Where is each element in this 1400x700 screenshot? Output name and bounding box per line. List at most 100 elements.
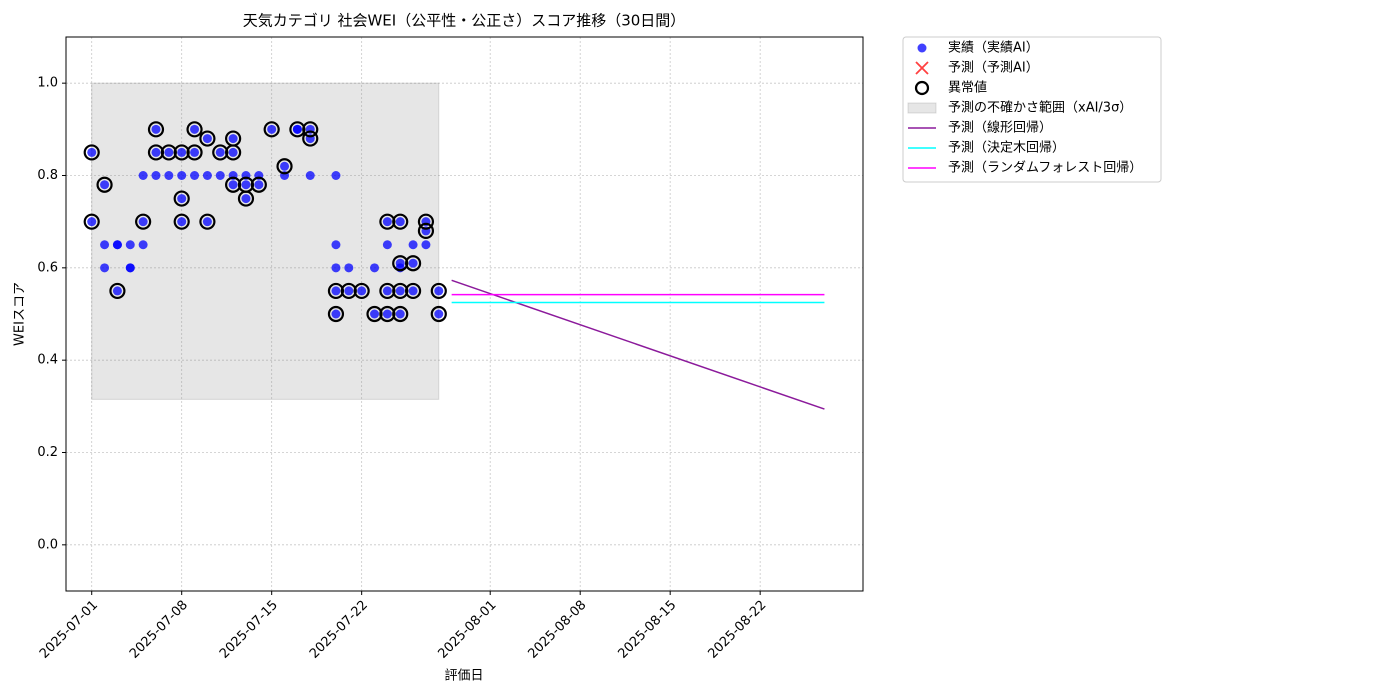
data-point <box>331 171 341 180</box>
y-tick-label: 0.4 <box>37 353 58 368</box>
data-point <box>151 171 161 180</box>
data-point <box>100 263 110 273</box>
data-point <box>292 124 302 134</box>
data-point <box>331 286 341 296</box>
anomaly-marker <box>417 222 435 239</box>
data-point <box>395 286 405 296</box>
x-tick-label: 2025-07-22 <box>307 598 371 662</box>
chart-title: 天気カテゴリ 社会WEI（公平性・公正さ）スコア推移（30日間） <box>243 12 686 30</box>
anomaly-marker <box>430 282 447 300</box>
data-point <box>112 286 122 296</box>
anomaly-marker <box>83 213 100 230</box>
data-point <box>228 147 238 157</box>
anomaly-marker <box>199 213 216 230</box>
anomaly-marker <box>379 213 396 230</box>
data-point <box>344 263 354 273</box>
anomaly-marker <box>109 282 126 300</box>
data-point <box>177 194 187 204</box>
anomaly-marker <box>340 282 357 300</box>
anomaly-marker <box>225 144 242 161</box>
x-tick-label: 2025-07-08 <box>127 598 191 662</box>
anomaly-marker <box>147 121 165 138</box>
anomaly-marker <box>186 121 203 138</box>
data-point <box>241 180 251 190</box>
legend-label: 予測（ランダムフォレスト回帰） <box>948 160 1142 176</box>
data-point <box>202 171 212 180</box>
data-point <box>87 147 97 157</box>
legend-marker <box>915 61 929 75</box>
data-point <box>382 217 392 227</box>
data-point <box>125 240 135 250</box>
data-point <box>228 134 238 144</box>
anomaly-marker <box>392 213 409 230</box>
data-point <box>395 309 405 319</box>
x-tick-label: 2025-07-15 <box>217 598 281 662</box>
legend-label: 予測（線形回帰） <box>948 120 1052 136</box>
data-point <box>138 171 148 180</box>
legend-label: 異常値 <box>948 80 987 96</box>
legend-box <box>902 36 1162 183</box>
anomaly-marker <box>237 190 255 207</box>
y-tick-label: 0.8 <box>37 168 58 183</box>
data-point <box>267 124 277 134</box>
data-point <box>241 194 251 204</box>
anomaly-marker <box>392 305 409 323</box>
anomaly-marker <box>392 282 409 300</box>
data-point <box>382 286 392 296</box>
legend-marker <box>917 43 927 53</box>
data-point <box>215 147 225 157</box>
legend-marker <box>914 80 930 96</box>
anomaly-marker <box>379 305 396 323</box>
data-point <box>100 240 110 250</box>
data-point <box>408 240 418 250</box>
anomaly-marker <box>263 121 280 138</box>
anomaly-marker <box>430 305 447 323</box>
data-point <box>331 263 341 273</box>
legend-label: 実績（実績AI） <box>948 40 1039 56</box>
data-point <box>408 286 418 296</box>
data-point <box>280 161 290 171</box>
data-point <box>331 309 341 319</box>
y-axis-label: WEIスコア <box>13 282 28 346</box>
anomaly-marker <box>302 130 319 147</box>
anomaly-marker <box>289 121 306 138</box>
data-point <box>164 171 174 180</box>
anomaly-marker <box>327 305 345 323</box>
anomaly-marker <box>160 144 177 161</box>
anomaly-marker <box>404 282 422 300</box>
data-point <box>87 217 97 227</box>
uncertainty-band <box>91 82 440 400</box>
y-tick-label: 0.0 <box>37 537 58 552</box>
data-point <box>434 309 444 319</box>
data-point <box>138 240 148 250</box>
data-point <box>421 240 431 250</box>
plot-frame <box>65 36 864 592</box>
anomaly-marker <box>250 176 267 193</box>
data-point <box>370 309 380 319</box>
data-point <box>177 217 187 227</box>
legend-label: 予測（予測AI） <box>948 61 1039 76</box>
data-point <box>434 286 444 296</box>
data-point <box>177 171 187 180</box>
data-point <box>125 263 135 273</box>
x-axis-label: 評価日 <box>444 669 483 684</box>
anomaly-marker <box>173 213 190 230</box>
data-point <box>382 309 392 319</box>
y-tick-label: 0.6 <box>37 260 58 275</box>
legend-marker <box>907 102 937 114</box>
anomaly-marker <box>96 176 113 193</box>
x-tick-label: 2025-08-08 <box>525 598 589 662</box>
anomaly-marker <box>186 144 203 161</box>
legend-label: 予測（決定木回帰） <box>948 140 1065 156</box>
data-point <box>138 217 148 227</box>
data-point <box>344 286 354 296</box>
prediction-line <box>451 279 825 410</box>
data-point <box>100 180 110 190</box>
legend-label: 予測の不確かさ範囲（xAI/3σ） <box>948 100 1132 116</box>
anomaly-marker <box>173 190 190 207</box>
data-point <box>357 286 367 296</box>
data-point <box>228 180 238 190</box>
data-point <box>408 258 418 268</box>
data-point <box>151 124 161 134</box>
